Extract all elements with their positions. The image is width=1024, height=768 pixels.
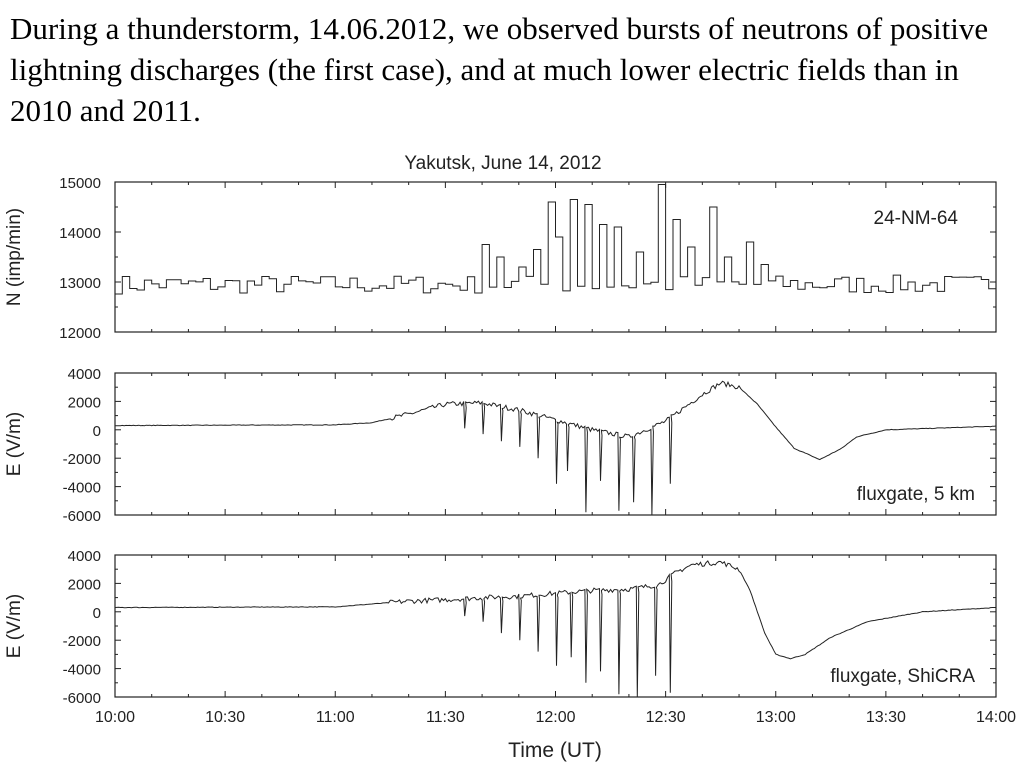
- y-tick-label: 15000: [59, 175, 101, 192]
- x-axis-ticks: 10:00 10:30 11:00 11:30 12:00 12:30 13:00 13:30…: [95, 709, 1016, 726]
- y-tick-label: -2000: [63, 633, 101, 650]
- x-axis-label: Time (UT): [508, 739, 602, 762]
- chart-title: Yakutsk, June 14, 2012: [404, 153, 601, 174]
- x-tick-label: 12:30: [646, 709, 686, 726]
- y-tick-label: -2000: [63, 451, 101, 468]
- y-tick-label: 0: [93, 605, 101, 622]
- y-axis-label: N (imp/min): [4, 208, 25, 306]
- x-tick-label: 10:00: [95, 709, 135, 726]
- y-tick-label: -6000: [63, 690, 101, 707]
- y-tick-label: 13000: [59, 275, 101, 292]
- y-tick-label: 4000: [68, 548, 101, 565]
- y-tick-label: 0: [93, 423, 101, 440]
- panel-label: fluxgate, 5 km: [857, 484, 975, 505]
- electric-field-trace: [114, 380, 997, 516]
- y-tick-label: -4000: [63, 480, 101, 497]
- x-tick-label: 11:30: [426, 709, 465, 726]
- electric-field-trace: [114, 560, 996, 698]
- y-tick-label: -6000: [63, 508, 101, 525]
- y-tick-label: -4000: [63, 662, 101, 679]
- y-axis-label: E (V/m): [4, 594, 25, 658]
- panel-label: 24-NM-64: [874, 208, 959, 229]
- neutron-count-trace: [115, 184, 996, 295]
- y-tick-label: 2000: [68, 576, 101, 593]
- x-tick-label: 13:00: [756, 709, 796, 726]
- y-tick-label: 2000: [68, 394, 101, 411]
- panel-neutron-monitor: 15000 14000 13000 12000 24-NM-64 N (imp/min…: [4, 175, 997, 342]
- panel-fluxgate-shicra: 4000 2000 0 -2000 -4000 -6000 fluxgate, ShiCR…: [4, 548, 997, 707]
- x-tick-label: 14:00: [976, 709, 1016, 726]
- panel-label: fluxgate, ShiCRA: [830, 666, 975, 687]
- y-axis-label: E (V/m): [4, 412, 25, 476]
- y-tick-label: 4000: [68, 366, 101, 383]
- x-tick-label: 13:30: [866, 709, 906, 726]
- x-tick-label: 10:30: [205, 709, 245, 726]
- x-tick-label: 12:00: [535, 709, 575, 726]
- slide-caption: During a thunderstorm, 14.06.2012, we ob…: [10, 11, 989, 128]
- y-tick-label: 12000: [59, 325, 101, 342]
- y-tick-label: 14000: [59, 225, 101, 242]
- x-tick-label: 11:00: [316, 709, 355, 726]
